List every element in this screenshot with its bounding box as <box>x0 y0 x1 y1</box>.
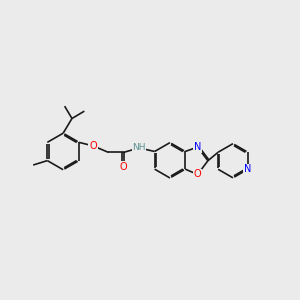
Text: O: O <box>120 162 127 172</box>
Text: N: N <box>244 164 251 174</box>
Text: O: O <box>89 141 97 151</box>
Text: N: N <box>194 142 201 152</box>
Text: O: O <box>194 169 201 179</box>
Text: NH: NH <box>132 143 146 152</box>
